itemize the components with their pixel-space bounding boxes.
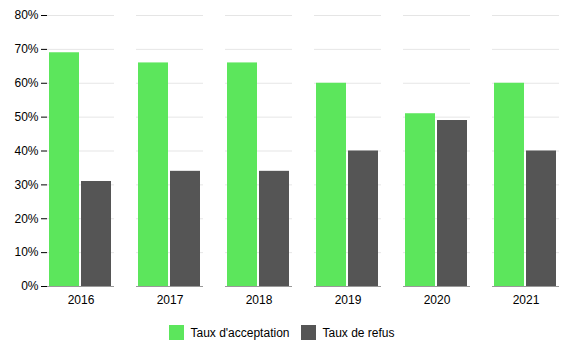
svg-text:50%: 50% [14, 110, 38, 124]
svg-text:70%: 70% [14, 42, 38, 56]
svg-text:60%: 60% [14, 76, 38, 90]
svg-text:20%: 20% [14, 212, 38, 226]
svg-text:80%: 80% [14, 8, 38, 22]
svg-text:2020: 2020 [424, 293, 451, 307]
svg-text:10%: 10% [14, 245, 38, 259]
svg-text:2019: 2019 [335, 293, 362, 307]
svg-text:40%: 40% [14, 144, 38, 158]
svg-text:2017: 2017 [157, 293, 184, 307]
svg-text:2018: 2018 [246, 293, 273, 307]
svg-text:30%: 30% [14, 178, 38, 192]
svg-text:2021: 2021 [513, 293, 540, 307]
svg-text:0%: 0% [21, 279, 39, 293]
html-text:Taux de refus: Taux de refus [322, 325, 395, 340]
svg-text:2016: 2016 [68, 293, 95, 307]
html-text:Taux d'acceptation: Taux d'acceptation [190, 325, 290, 340]
